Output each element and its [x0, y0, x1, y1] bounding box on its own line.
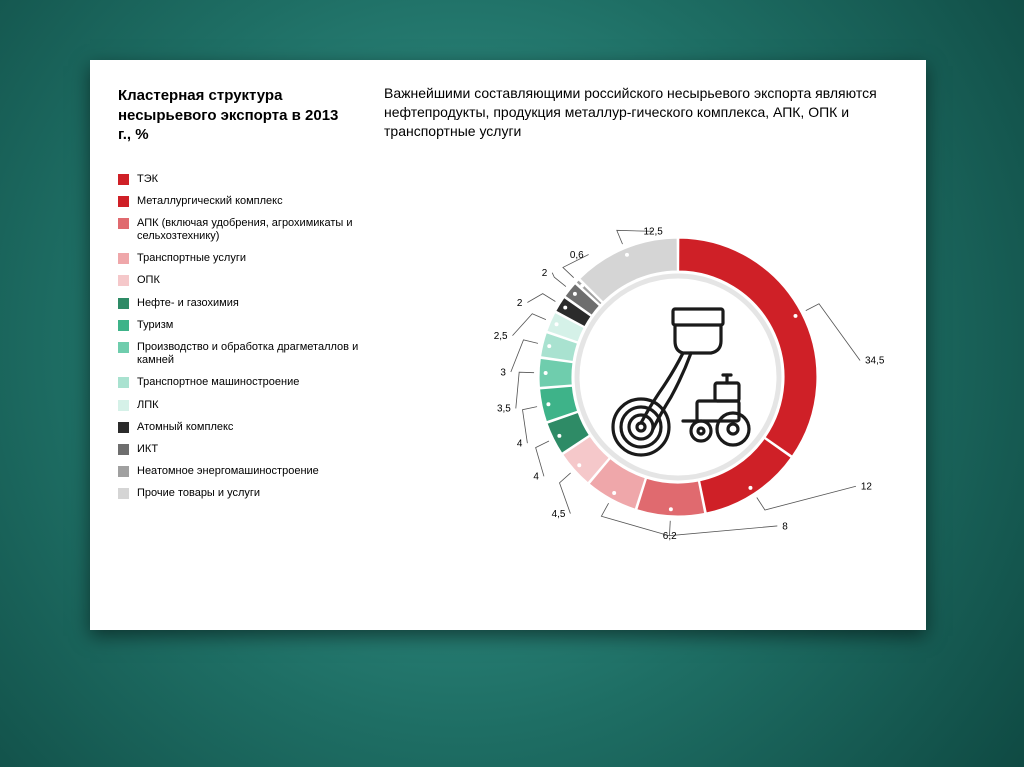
legend-item: Атомный комплекс — [118, 421, 378, 434]
callout-leader — [512, 313, 545, 335]
legend-label: Нефте- и газохимия — [137, 297, 239, 310]
segment-value-label: 2,5 — [494, 330, 508, 341]
legend-swatch — [118, 466, 129, 477]
legend-swatch — [118, 400, 129, 411]
legend-label: Металлургический комплекс — [137, 195, 283, 208]
legend-swatch — [118, 320, 129, 331]
callout-leader — [523, 406, 538, 443]
segment-marker — [573, 291, 577, 295]
callout-leader — [560, 472, 571, 513]
legend-swatch — [118, 298, 129, 309]
legend-label: ИКТ — [137, 443, 158, 456]
segment-marker — [748, 485, 752, 489]
segment-marker — [546, 402, 550, 406]
legend-label: ОПК — [137, 274, 160, 287]
segment-marker — [794, 313, 798, 317]
legend-swatch — [118, 196, 129, 207]
legend-item: Производство и обработка драгметаллов и … — [118, 341, 378, 367]
segment-value-label: 0,6 — [570, 249, 584, 260]
segment-value-label: 4 — [517, 438, 523, 449]
segment-marker — [625, 252, 629, 256]
legend-item: Нефте- и газохимия — [118, 297, 378, 310]
legend-label: Производство и обработка драгметаллов и … — [137, 341, 378, 367]
legend-label: Транспортные услуги — [137, 252, 246, 265]
segment-value-label: 4,5 — [552, 508, 566, 519]
legend-label: Неатомное энергомашиностроение — [137, 465, 319, 478]
legend-swatch — [118, 444, 129, 455]
segment-value-label: 2 — [517, 297, 523, 308]
callout-leader — [757, 486, 856, 510]
segment-marker — [580, 283, 584, 287]
legend-item: Металлургический комплекс — [118, 195, 378, 208]
legend-item: Транспортное машиностроение — [118, 376, 378, 389]
legend-label: Транспортное машиностроение — [137, 376, 299, 389]
legend-item: АПК (включая удобрения, агрохимикаты и с… — [118, 217, 378, 243]
legend-swatch — [118, 275, 129, 286]
legend-item: ТЭК — [118, 173, 378, 186]
segment-value-label: 8 — [782, 521, 788, 532]
donut-segment — [580, 237, 678, 301]
center-illustration — [603, 303, 763, 463]
segment-value-label: 4 — [533, 471, 539, 482]
legend-label: ТЭК — [137, 173, 158, 186]
segment-value-label: 6,2 — [663, 531, 677, 542]
segment-marker — [555, 322, 559, 326]
segment-marker — [547, 344, 551, 348]
legend-swatch — [118, 218, 129, 229]
callout-leader — [527, 293, 555, 302]
legend-item: Туризм — [118, 319, 378, 332]
legend-item: ИКТ — [118, 443, 378, 456]
chart-title: Кластерная структура несырьевого экспорт… — [118, 86, 348, 145]
legend-label: Прочие товары и услуги — [137, 487, 260, 500]
segment-marker — [577, 463, 581, 467]
legend-swatch — [118, 377, 129, 388]
legend: ТЭК Металлургический комплекс АПК (включая… — [118, 163, 378, 603]
callout-leader — [516, 372, 534, 408]
legend-item: ОПК — [118, 274, 378, 287]
legend-label: АПК (включая удобрения, агрохимикаты и с… — [137, 217, 378, 243]
callout-leader — [511, 339, 538, 371]
legend-label: Туризм — [137, 319, 173, 332]
segment-value-label: 3 — [500, 367, 506, 378]
legend-label: Атомный комплекс — [137, 421, 233, 434]
legend-swatch — [118, 253, 129, 264]
legend-swatch — [118, 342, 129, 353]
callout-leader — [669, 520, 777, 535]
legend-item: Транспортные услуги — [118, 252, 378, 265]
segment-value-label: 12 — [861, 481, 873, 492]
segment-value-label: 34,5 — [865, 355, 885, 366]
segment-marker — [612, 491, 616, 495]
segment-value-label: 12,5 — [644, 226, 664, 237]
legend-item: Прочие товары и услуги — [118, 487, 378, 500]
body: ТЭК Металлургический комплекс АПК (включая… — [90, 155, 926, 603]
legend-item: Неатомное энергомашиностроение — [118, 465, 378, 478]
legend-label: ЛПК — [137, 399, 159, 412]
legend-swatch — [118, 422, 129, 433]
segment-marker — [557, 433, 561, 437]
donut-chart: 34,5 12 8 6,2 4,5 4 4 3,5 3 2,5 2 2 0,6 12,5 — [398, 163, 906, 603]
segment-value-label: 2 — [542, 268, 548, 279]
legend-swatch — [118, 174, 129, 185]
infographic-slide: Кластерная структура несырьевого экспорт… — [90, 60, 926, 630]
chart-subtitle: Важнейшими составляющими российского нес… — [384, 84, 894, 145]
segment-marker — [563, 305, 567, 309]
segment-value-label: 3,5 — [497, 403, 511, 414]
legend-swatch — [118, 488, 129, 499]
segment-marker — [669, 507, 673, 511]
legend-item: ЛПК — [118, 399, 378, 412]
header: Кластерная структура несырьевого экспорт… — [90, 60, 926, 155]
callout-leader — [552, 272, 566, 286]
segment-marker — [544, 371, 548, 375]
